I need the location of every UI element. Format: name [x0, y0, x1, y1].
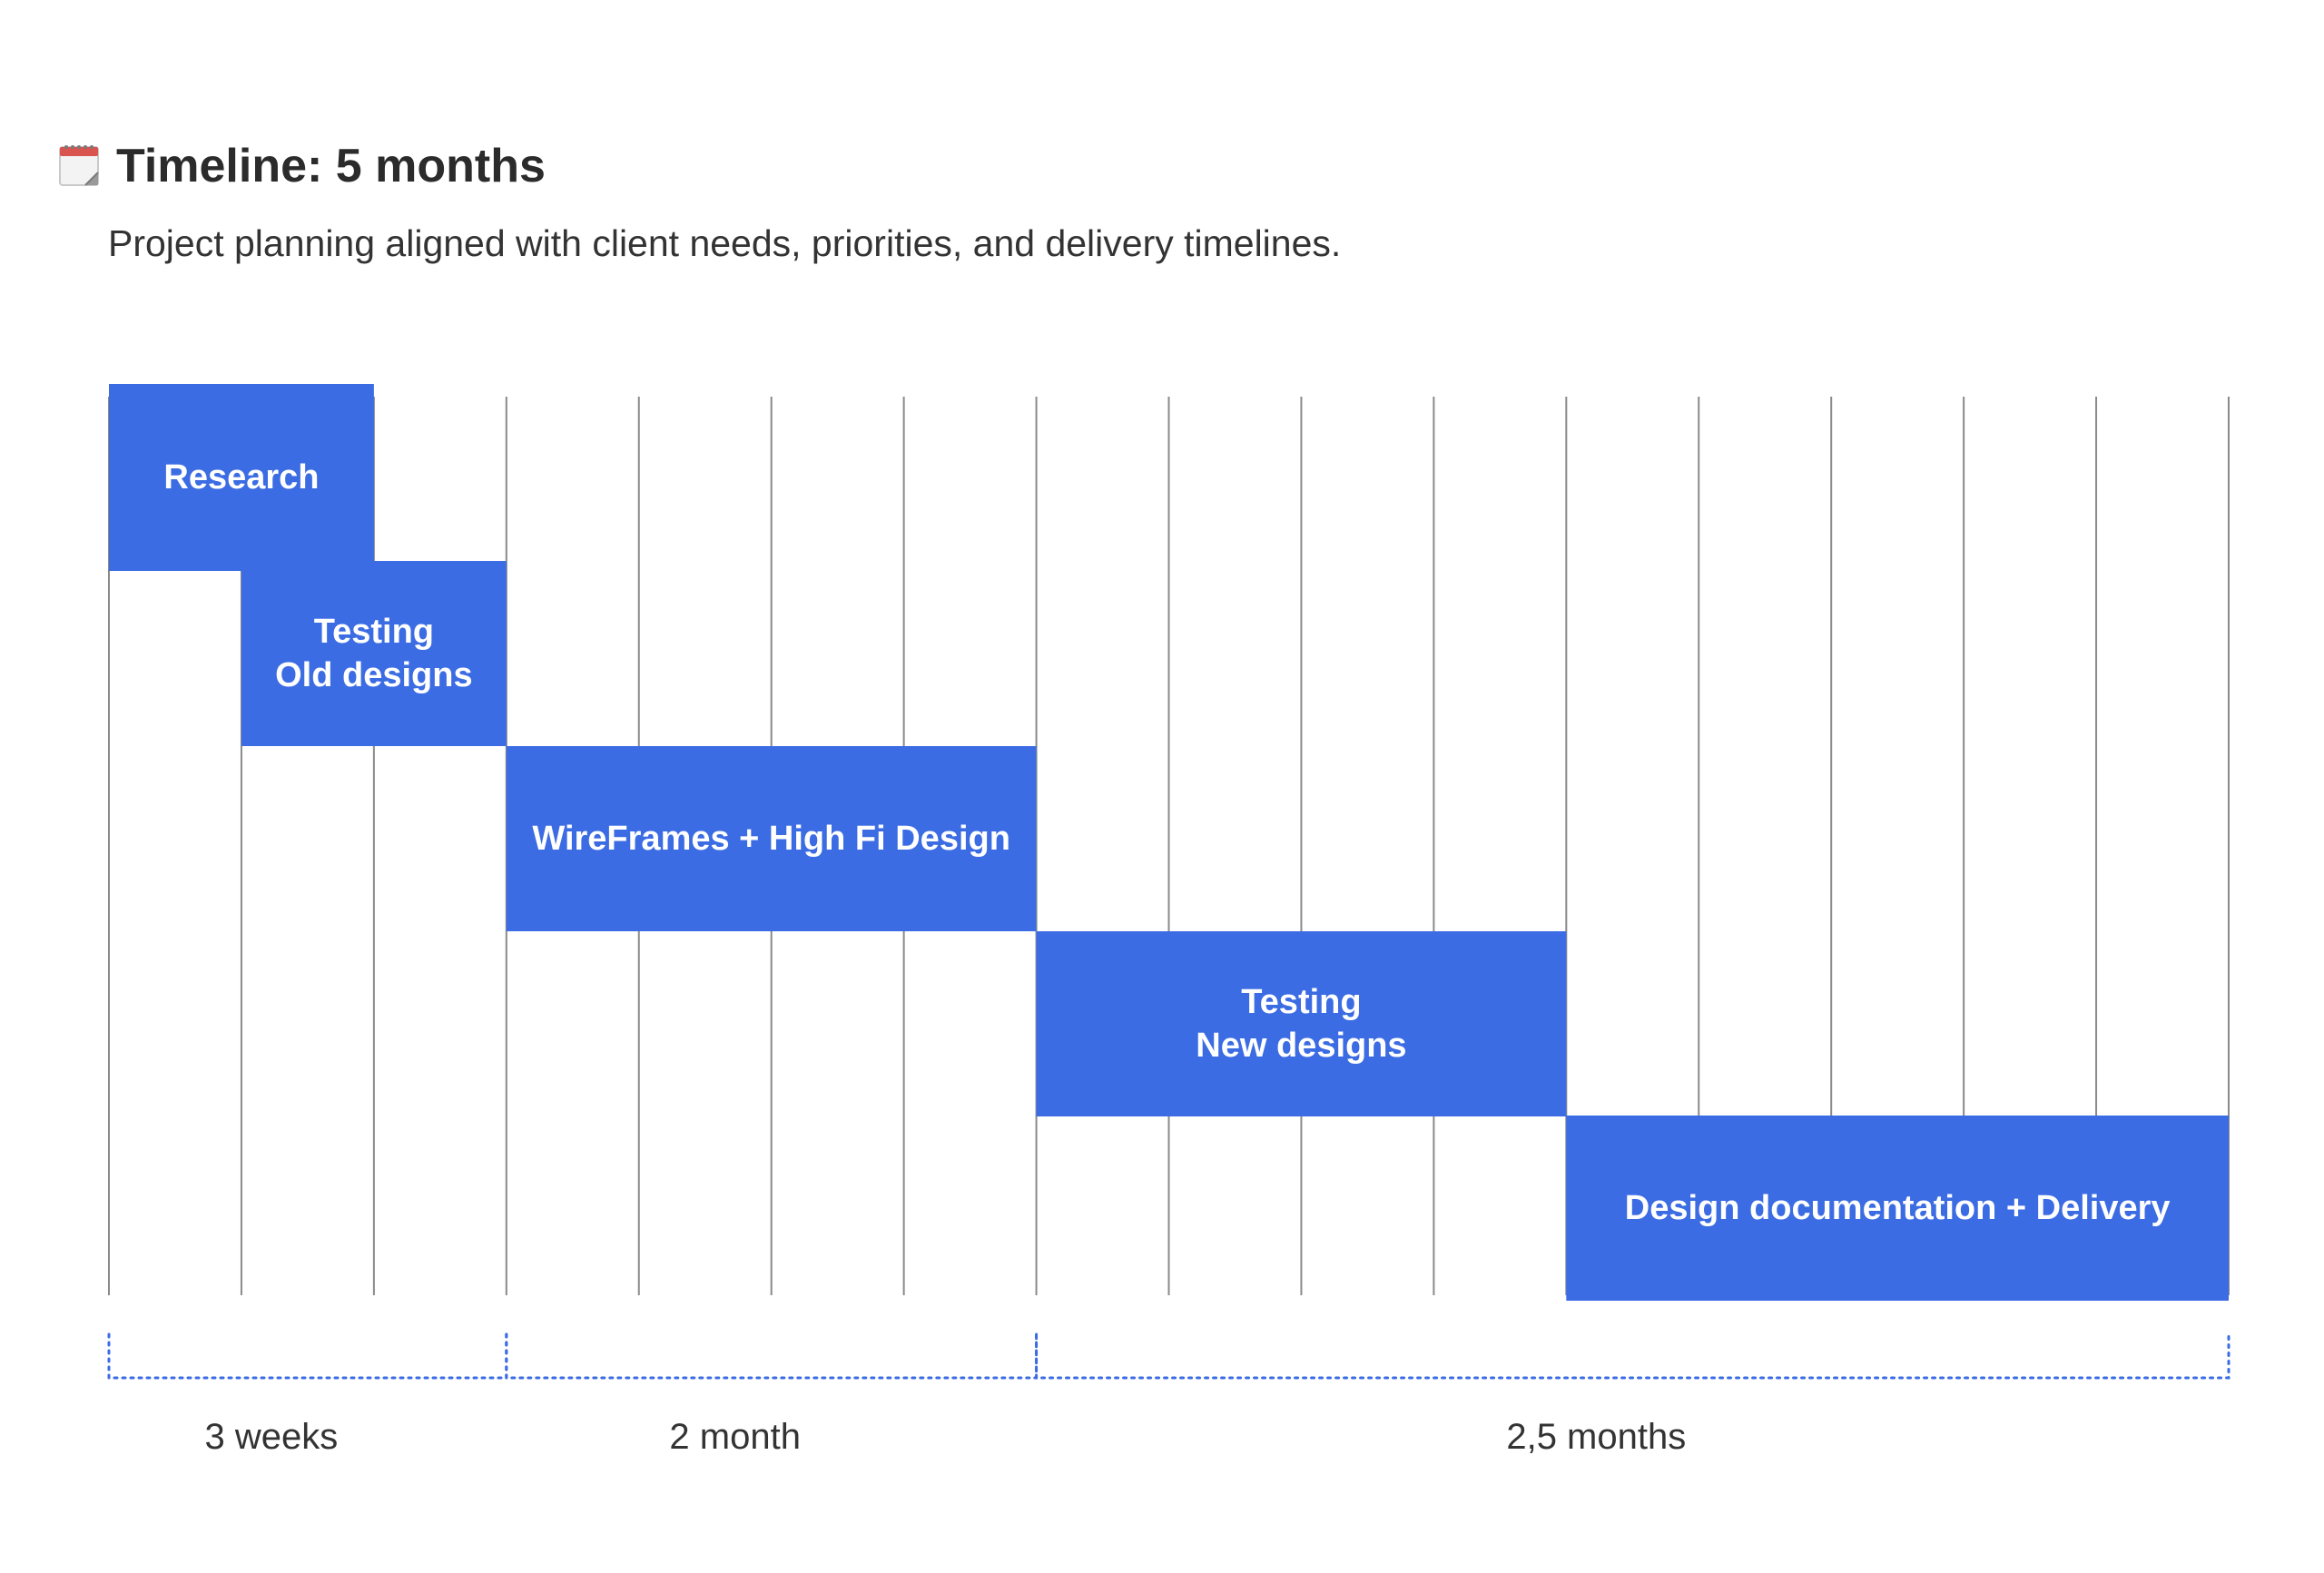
- duration-bracket: [107, 1332, 508, 1380]
- duration-label: 2,5 months: [1506, 1417, 1686, 1457]
- duration-bracket: [505, 1332, 1039, 1380]
- task-label: WireFrames + High Fi Design: [532, 820, 1010, 858]
- title-row: Timeline: 5 months: [58, 136, 546, 196]
- task-label: Design documentation + Delivery: [1625, 1189, 2171, 1227]
- duration-label: 2 month: [669, 1417, 801, 1457]
- task-label: Testing Old designs: [275, 613, 472, 694]
- duration-bracket: [1035, 1332, 2230, 1380]
- page-title: Timeline: 5 months: [116, 140, 546, 192]
- task-bar: [241, 561, 507, 746]
- page-subtitle: Project planning aligned with client nee…: [108, 222, 1342, 264]
- calendar-icon: [59, 145, 99, 186]
- duration-label: 3 weeks: [205, 1417, 339, 1457]
- task-bar: [109, 384, 374, 571]
- task-bar: [1036, 931, 1567, 1116]
- task-label: Testing New designs: [1196, 983, 1406, 1065]
- task-bar: [1566, 1116, 2229, 1301]
- task-label: Research: [163, 458, 319, 496]
- task-bar: [506, 746, 1037, 931]
